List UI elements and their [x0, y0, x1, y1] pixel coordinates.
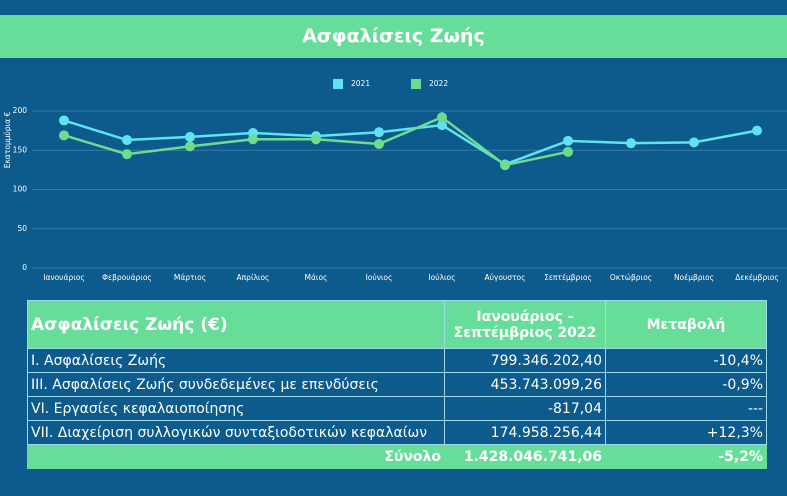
table-row: III. Ασφαλίσεις Ζωής συνδεδεμένες με επε…	[27, 372, 767, 397]
x-tick-label: Δεκέμβριος	[735, 273, 779, 282]
y-tick-label: 200	[13, 106, 28, 115]
x-tick-label: Μάιος	[305, 273, 328, 282]
data-point	[185, 141, 195, 152]
table-cell: 799.346.202,40	[444, 348, 606, 373]
data-point	[626, 138, 636, 149]
table-cell: Σύνολο	[27, 444, 445, 469]
x-tick-label: Φεβρουάριος	[102, 273, 152, 282]
table-row: VII. Διαχείριση συλλογικών συνταξιοδοτικ…	[27, 420, 767, 445]
data-point	[500, 160, 510, 171]
legend-label: 2022	[429, 79, 448, 88]
table-cell: 174.958.256,44	[444, 420, 606, 445]
data-point	[122, 149, 132, 160]
legend-label: 2021	[351, 79, 370, 88]
data-point	[374, 127, 384, 138]
table-cell: -817,04	[444, 396, 606, 421]
y-tick-label: 0	[22, 263, 27, 272]
table-row: Σύνολο 1.428.046.741,06 -5,2%	[27, 444, 767, 469]
y-axis-label: Εκατομμύρια €	[3, 112, 12, 169]
legend-swatch	[333, 79, 343, 89]
table-cell: ---	[605, 396, 767, 421]
series-line	[63, 119, 758, 166]
header-cell: Μεταβολή	[605, 300, 767, 349]
table-header: Ασφαλίσεις Ζωής (€) Ιανουάριος - Σεπτέμβ…	[27, 300, 767, 349]
table-cell: -0,9%	[605, 372, 767, 397]
header-cell: Ιανουάριος - Σεπτέμβριος 2022	[444, 300, 606, 349]
y-tick-label: 100	[13, 185, 28, 194]
data-point	[122, 135, 132, 146]
chart: Εκατομμύρια € 0 50 100 150 200 Ιανουάριος Φεβρ…	[3, 79, 787, 282]
table-cell: 453.743.099,26	[444, 372, 606, 397]
x-tick-label: Νοέμβριος	[674, 273, 714, 282]
x-tick-label: Ιανουάριος	[43, 273, 85, 282]
table-row: I. Ασφαλίσεις Ζωής 799.346.202,40 -10,4%	[27, 348, 767, 373]
table-cell: +12,3%	[605, 420, 767, 445]
y-tick-label: 150	[13, 145, 28, 154]
table-cell: VI. Εργασίες κεφαλαιοποίησης	[27, 396, 445, 421]
x-tick-label: Οκτώβριος	[610, 273, 652, 282]
y-tick-label: 50	[17, 224, 27, 233]
data-point	[752, 125, 762, 136]
table-cell: 1.428.046.741,06	[444, 444, 606, 469]
x-tick-label: Μάρτιος	[174, 273, 206, 282]
table-cell: -5,2%	[605, 444, 767, 469]
x-tick-label: Ιούνιος	[366, 273, 393, 282]
x-tick-label: Ιούλιος	[428, 273, 455, 282]
x-tick-label: Σεπτέμβριος	[544, 273, 592, 282]
data-point	[185, 131, 195, 142]
banner-title: Ασφαλίσεις Ζωής	[0, 15, 787, 58]
table-row: VI. Εργασίες κεφαλαιοποίησης -817,04 ---	[27, 396, 767, 421]
data-point	[59, 130, 69, 141]
data-point	[374, 138, 384, 149]
data-point	[311, 134, 321, 145]
data-point	[248, 134, 258, 145]
table-cell: III. Ασφαλίσεις Ζωής συνδεδεμένες με επε…	[27, 372, 445, 397]
table-cell: I. Ασφαλίσεις Ζωής	[27, 348, 445, 373]
data-point	[437, 120, 447, 131]
data-point	[563, 135, 573, 146]
legend-swatch	[411, 79, 421, 89]
summary-table: Ασφαλίσεις Ζωής (€) Ιανουάριος - Σεπτέμβ…	[27, 300, 767, 469]
data-point	[437, 112, 447, 123]
x-tick-label: Αύγουστος	[484, 273, 525, 282]
data-point	[563, 146, 573, 157]
data-point	[689, 137, 699, 148]
table-cell: VII. Διαχείριση συλλογικών συνταξιοδοτικ…	[27, 420, 445, 445]
x-tick-label: Απρίλιος	[237, 273, 270, 282]
data-point	[59, 115, 69, 126]
table-cell: -10,4%	[605, 348, 767, 373]
header-cell: Ασφαλίσεις Ζωής (€)	[27, 300, 445, 349]
